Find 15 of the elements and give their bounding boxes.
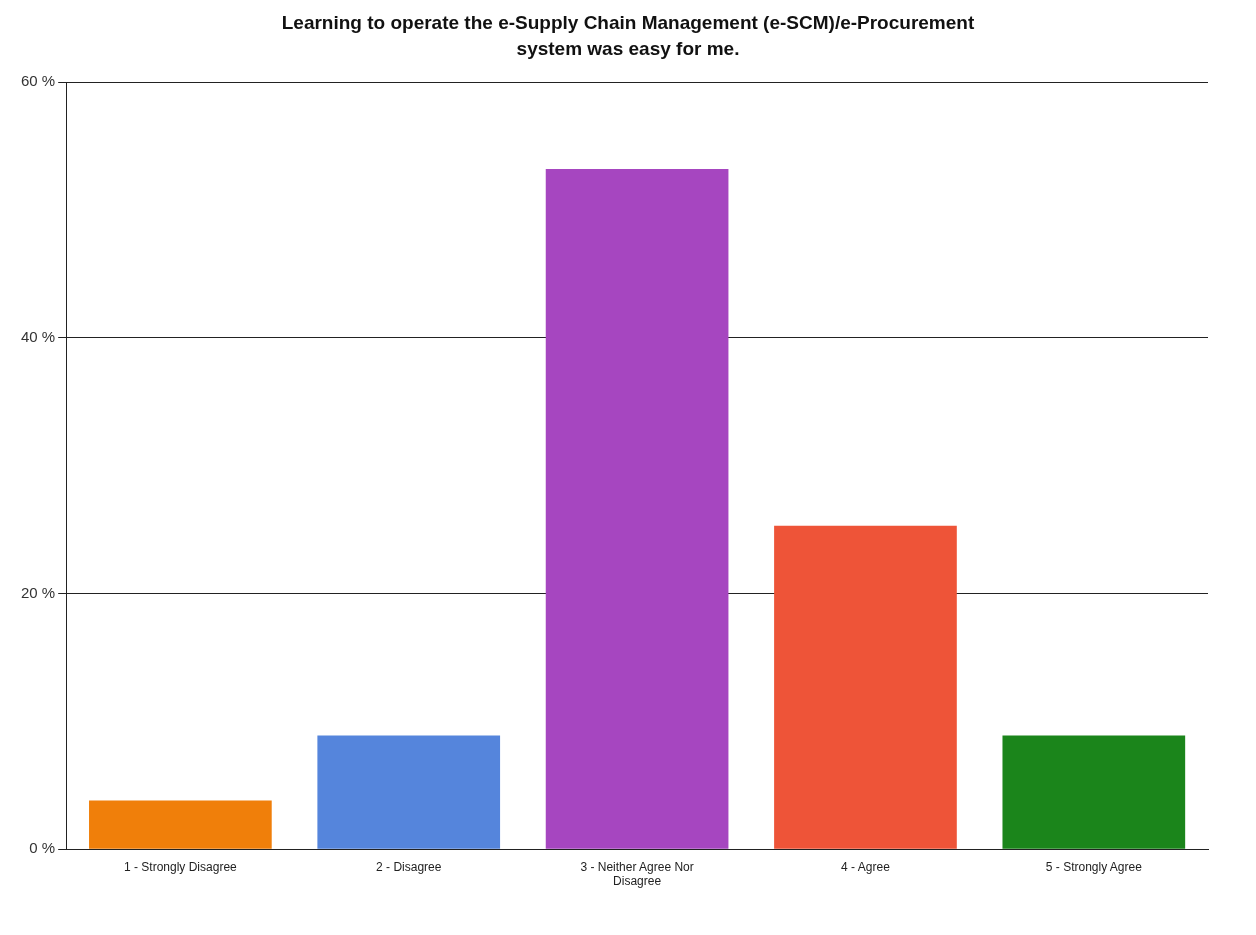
- x-tick-label: 5 - Strongly Agree: [1045, 859, 1143, 874]
- bar: [774, 525, 957, 849]
- x-tick-label: 1 - Strongly Disagree: [124, 859, 238, 874]
- bar: [545, 168, 729, 849]
- bar: [1002, 735, 1186, 849]
- x-tick-label: 4 - Agree: [841, 859, 891, 874]
- y-tick-label: 0 %: [29, 839, 56, 857]
- y-tick-label: 60 %: [20, 72, 56, 90]
- bar: [317, 735, 501, 849]
- x-tick-label: 2 - Disagree: [376, 859, 442, 874]
- bar: [89, 800, 272, 849]
- chart-title: Learning to operate the e-Supply Chain Management (e-SCM)/e-Procurement system was easy for me.: [280, 11, 976, 61]
- y-tick-label: 20 %: [20, 583, 56, 601]
- x-tick-label: 3 - Neither Agree Nor Disagree: [580, 859, 694, 889]
- y-tick-label: 40 %: [20, 327, 56, 345]
